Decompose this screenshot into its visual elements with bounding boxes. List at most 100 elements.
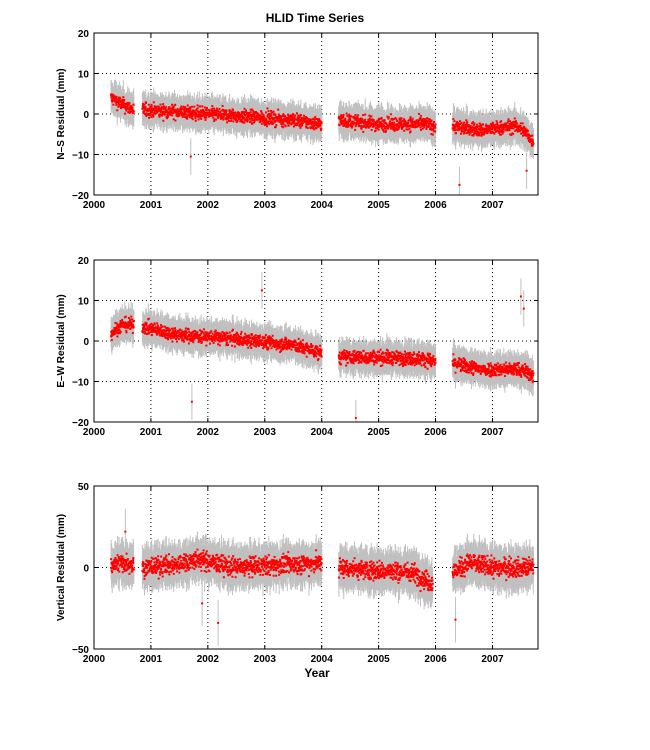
data-point [482,133,485,136]
data-point [129,106,132,109]
data-point-outlier [458,183,461,186]
data-point [261,117,264,120]
data-point [188,109,191,112]
data-point [162,119,165,122]
x-tick-label: 2000 [83,200,106,211]
data-point [205,106,208,109]
data-point [213,120,216,123]
data-point [356,122,359,125]
data-point [344,120,347,123]
data-point [460,130,463,133]
data-point [279,119,282,122]
data-point [233,117,236,120]
data-point [372,119,375,122]
data-point [270,121,273,124]
data-point [390,127,393,130]
data-point [309,118,312,121]
data-point [301,124,304,127]
data-point [417,125,420,128]
data-point [239,116,242,119]
data-point [354,113,357,116]
data-point [190,114,193,117]
data-point [508,122,511,125]
data-point [503,123,506,126]
data-point [510,134,513,137]
data-point [509,126,512,129]
data-point [504,129,507,132]
data-point [291,117,294,120]
data-point [190,105,193,108]
data-point [163,113,166,116]
data-point [149,111,152,114]
data-point [472,127,475,130]
data-point [408,125,411,128]
data-point [306,116,309,119]
data-point [182,108,185,111]
data-point [205,114,208,117]
data-point [411,122,414,125]
data-point [286,122,289,125]
data-point [307,123,310,126]
data-point [316,125,319,128]
data-point [299,126,302,129]
data-point [239,120,242,123]
data-point [429,118,432,121]
data-point [455,123,458,126]
data-point [226,113,229,116]
data-point [514,129,517,132]
data-point [462,123,465,126]
data-point [178,114,181,117]
data-point [479,130,482,133]
data-point [230,119,233,122]
y-tick-label: 20 [78,29,90,40]
data-point [159,113,162,116]
data-point [372,122,375,125]
data-point [528,136,531,139]
data-point [493,132,496,135]
data-point [189,106,192,109]
data-point [507,118,510,121]
data-point [522,132,525,135]
data-point [344,119,347,122]
data-point [519,125,522,128]
data-point [509,125,512,128]
data-point [496,121,499,124]
data-point [237,115,240,118]
data-point [193,109,196,112]
data-point [367,123,370,126]
data-point [513,120,516,123]
data-point [359,121,362,124]
data-point [196,107,199,110]
data-point [245,111,248,114]
data-point [391,117,394,120]
data-point [225,116,228,119]
data-point [366,124,369,127]
data-point [383,119,386,122]
data-point [259,114,262,117]
data-point [486,129,489,132]
data-point [349,119,352,122]
data-point [167,114,170,117]
data-point [232,116,235,119]
data-point [360,117,363,120]
data-point [347,119,350,122]
data-point [491,121,494,124]
data-point [396,123,399,126]
data-point [288,120,291,123]
data-point [234,111,237,114]
data-point [502,130,505,133]
data-point [430,119,433,122]
data-point [297,116,300,119]
data-point [482,123,485,126]
data-point [488,124,491,127]
data-point [423,121,426,124]
data-point [144,107,147,110]
data-point [381,119,384,122]
data-point [283,120,286,123]
data-point [430,127,433,130]
data-point [112,103,115,106]
data-point [353,115,356,118]
data-point [292,125,295,128]
data-point [267,110,270,113]
data-point [371,125,374,128]
